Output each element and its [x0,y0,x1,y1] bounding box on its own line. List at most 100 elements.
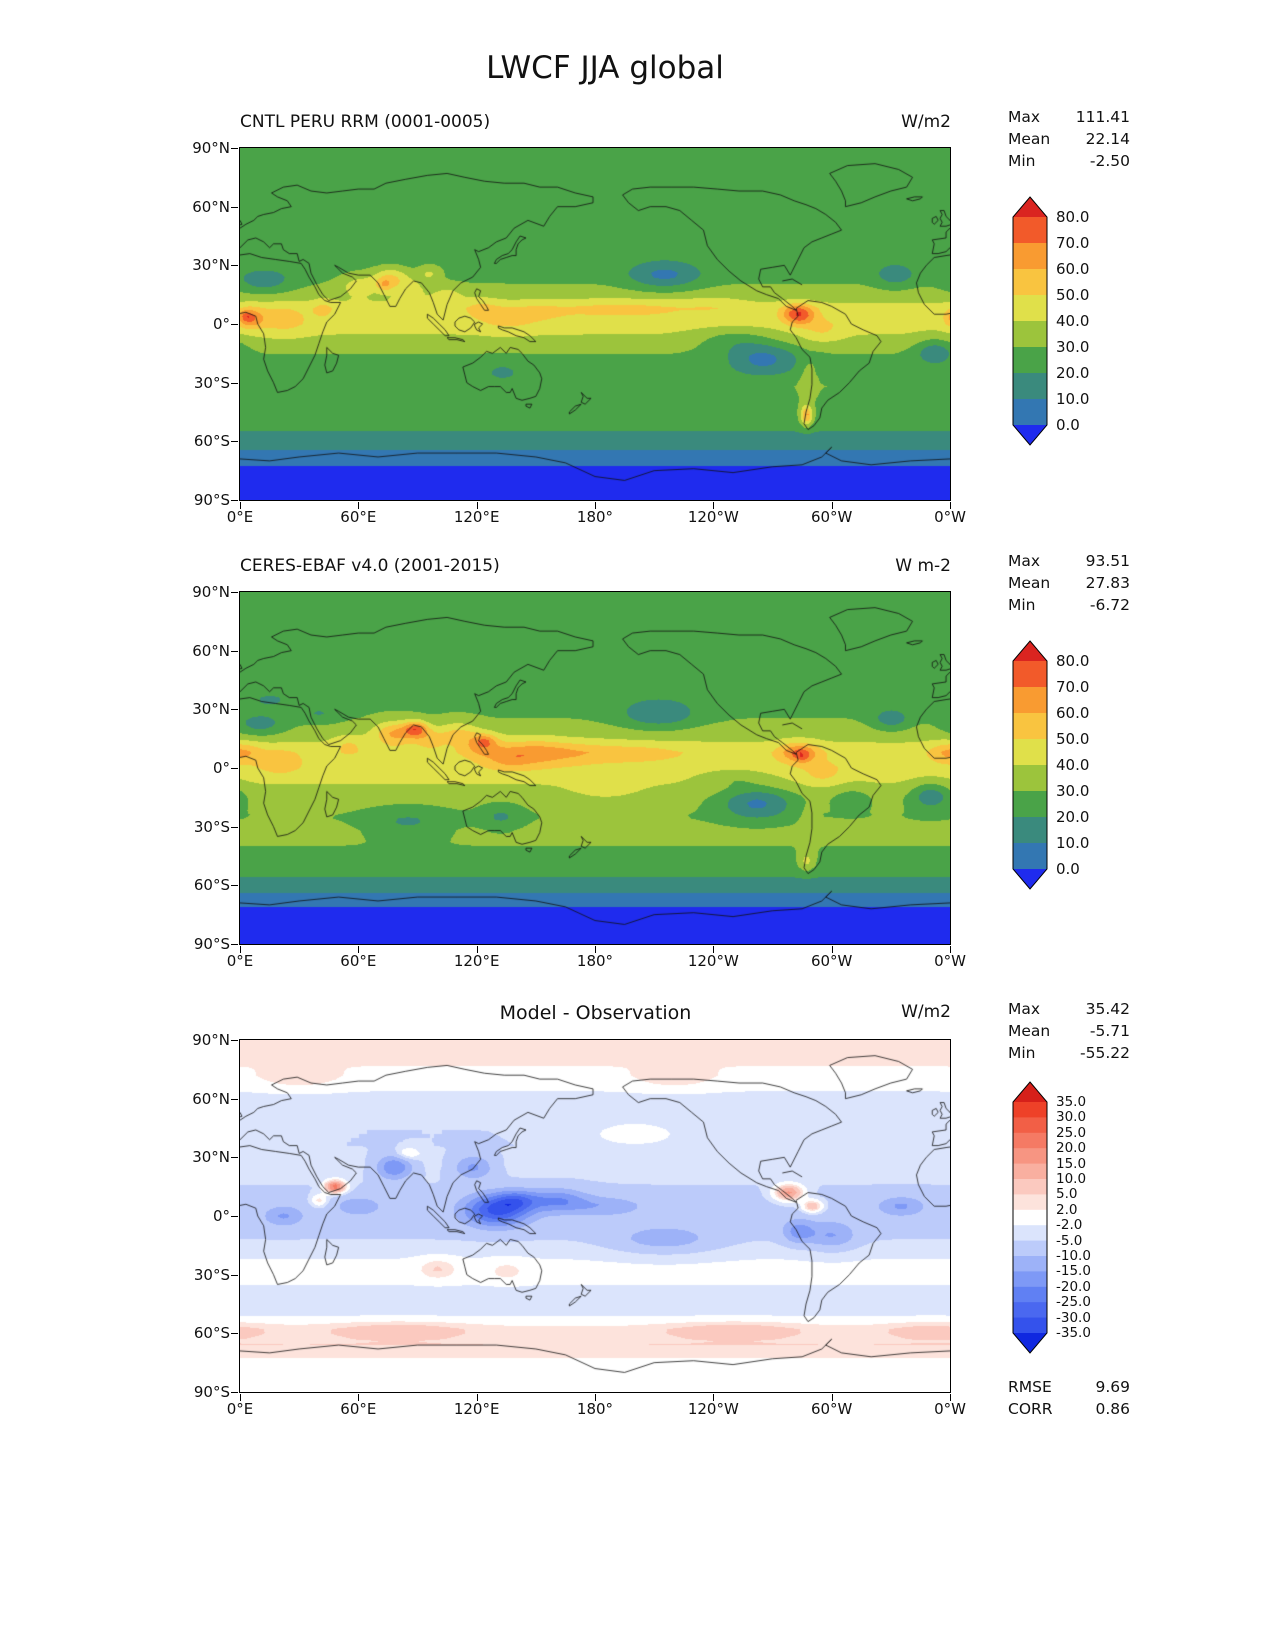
panel-title-obs: CERES-EBAF v4.0 (2001-2015) [240,556,500,576]
y-tick-label: 30°S [193,373,230,392]
stat-label-max: Max [1008,552,1041,570]
stat-label-corr: CORR [1008,1400,1053,1418]
colorbar-tick-label: 50.0 [1056,730,1090,748]
stat-row-rmse: RMSE 9.69 [1008,1376,1130,1398]
stat-value-max: 111.41 [1075,108,1130,126]
colorbar-tick-label: 40.0 [1056,756,1090,774]
panel-units-obs: W m-2 [895,556,951,576]
x-tick-mark [713,946,715,953]
map-canvas-obs [239,591,951,945]
y-tick-mark [231,885,238,887]
stat-label-max: Max [1008,108,1041,126]
x-tick-mark [831,1394,833,1401]
y-tick-label: 0° [212,315,230,333]
y-tick-label: 90°N [192,139,230,157]
colorbar [1012,196,1048,446]
x-tick-label: 60°E [340,1400,377,1418]
x-tick-mark [595,1394,596,1401]
x-tick-label: 120°E [453,508,500,526]
y-tick-mark [231,1392,238,1393]
x-tick-mark [713,502,715,509]
y-tick-mark [231,1157,238,1159]
stat-row-max: Max 111.41 [1008,106,1130,128]
colorbar-tick-label: 15.0 [1056,1155,1087,1172]
y-tick-label: 90°S [193,1383,230,1401]
y-tick-mark [231,768,238,769]
x-tick-label: 0°E [226,952,254,970]
colorbar-tick-label: -35.0 [1056,1325,1091,1341]
y-tick-label: 60°N [192,1089,230,1108]
y-tick-label: 0° [212,759,230,777]
colorbar-tick-label: 10.0 [1056,1171,1087,1187]
colorbar-tick-label: 30.0 [1056,1109,1087,1126]
stat-row-corr: CORR 0.86 [1008,1398,1130,1420]
colorbar-tick-label: 20.0 [1056,1140,1087,1157]
stat-row-max: Max 93.51 [1008,550,1130,572]
stat-value-mean: 27.83 [1085,574,1130,592]
x-tick-label: 180° [576,1400,614,1418]
rmse-corr-block: RMSE 9.69 CORR 0.86 [1008,1376,1130,1420]
colorbar-tick-label: -5.0 [1056,1232,1083,1249]
y-tick-mark [231,709,238,711]
x-tick-mark [713,1394,715,1401]
y-tick-mark [231,826,238,828]
x-tick-mark [240,1394,241,1401]
colorbar-tick-label: 50.0 [1056,286,1090,304]
x-tick-mark [240,502,241,509]
x-tick-mark [950,946,951,953]
colorbar-tick-label: 0.0 [1056,416,1080,434]
y-tick-mark [231,382,238,384]
x-tick-mark [950,1394,951,1401]
x-tick-label: 120°W [687,952,739,970]
stat-value-min: -2.50 [1089,152,1130,170]
y-tick-label: 30°S [193,817,230,836]
panel-title-model: CNTL PERU RRM (0001-0005) [240,112,491,132]
x-tick-mark [831,502,833,509]
colorbar-tick-label: 25.0 [1056,1124,1087,1141]
x-tick-mark [595,946,596,953]
colorbar-tick-label: 0.0 [1056,860,1080,878]
x-tick-mark [476,946,478,953]
x-tick-label: 180° [576,508,614,526]
x-tick-mark [358,502,360,509]
y-tick-label: 90°N [192,583,230,601]
x-tick-label: 120°W [687,1400,739,1418]
stat-row-min: Min -55.22 [1008,1042,1130,1064]
x-tick-mark [240,946,241,953]
x-tick-mark [476,1394,478,1401]
y-tick-mark [231,1098,238,1100]
y-tick-label: 60°N [192,641,230,660]
y-tick-label: 60°S [193,1324,230,1343]
panel-units-diff: W/m2 [901,1002,951,1022]
stat-label-min: Min [1008,596,1036,614]
map-canvas-diff [239,1039,951,1393]
colorbar [1012,1081,1048,1354]
x-tick-label: 0°W [934,1400,966,1418]
y-tick-mark [231,265,238,267]
y-tick-mark [231,324,238,325]
stat-value-mean: -5.71 [1089,1022,1130,1040]
y-tick-mark [231,206,238,208]
stat-row-mean: Mean 27.83 [1008,572,1130,594]
colorbar-tick-label: -2.0 [1056,1217,1083,1234]
y-tick-mark [231,650,238,652]
x-tick-mark [831,946,833,953]
panel-header-obs: CERES-EBAF v4.0 (2001-2015) W m-2 [240,556,951,576]
stats-block-diff: Max 35.42 Mean -5.71 Min -55.22 [1008,998,1130,1064]
y-tick-mark [231,441,238,443]
stat-row-mean: Mean -5.71 [1008,1020,1130,1042]
x-tick-label: 180° [576,952,614,970]
x-tick-label: 0°W [934,952,966,970]
colorbar-tick-label: 40.0 [1056,312,1090,330]
colorbar-tick-label: 60.0 [1056,260,1090,278]
stat-row-max: Max 35.42 [1008,998,1130,1020]
y-tick-mark [231,1216,238,1217]
x-tick-label: 60°W [810,1400,853,1418]
y-tick-mark [231,1274,238,1276]
x-tick-mark [476,502,478,509]
y-tick-label: 0° [212,1207,230,1225]
colorbar-tick-label: 2.0 [1056,1201,1078,1218]
stat-label-min: Min [1008,1044,1036,1062]
stat-row-min: Min -6.72 [1008,594,1130,616]
